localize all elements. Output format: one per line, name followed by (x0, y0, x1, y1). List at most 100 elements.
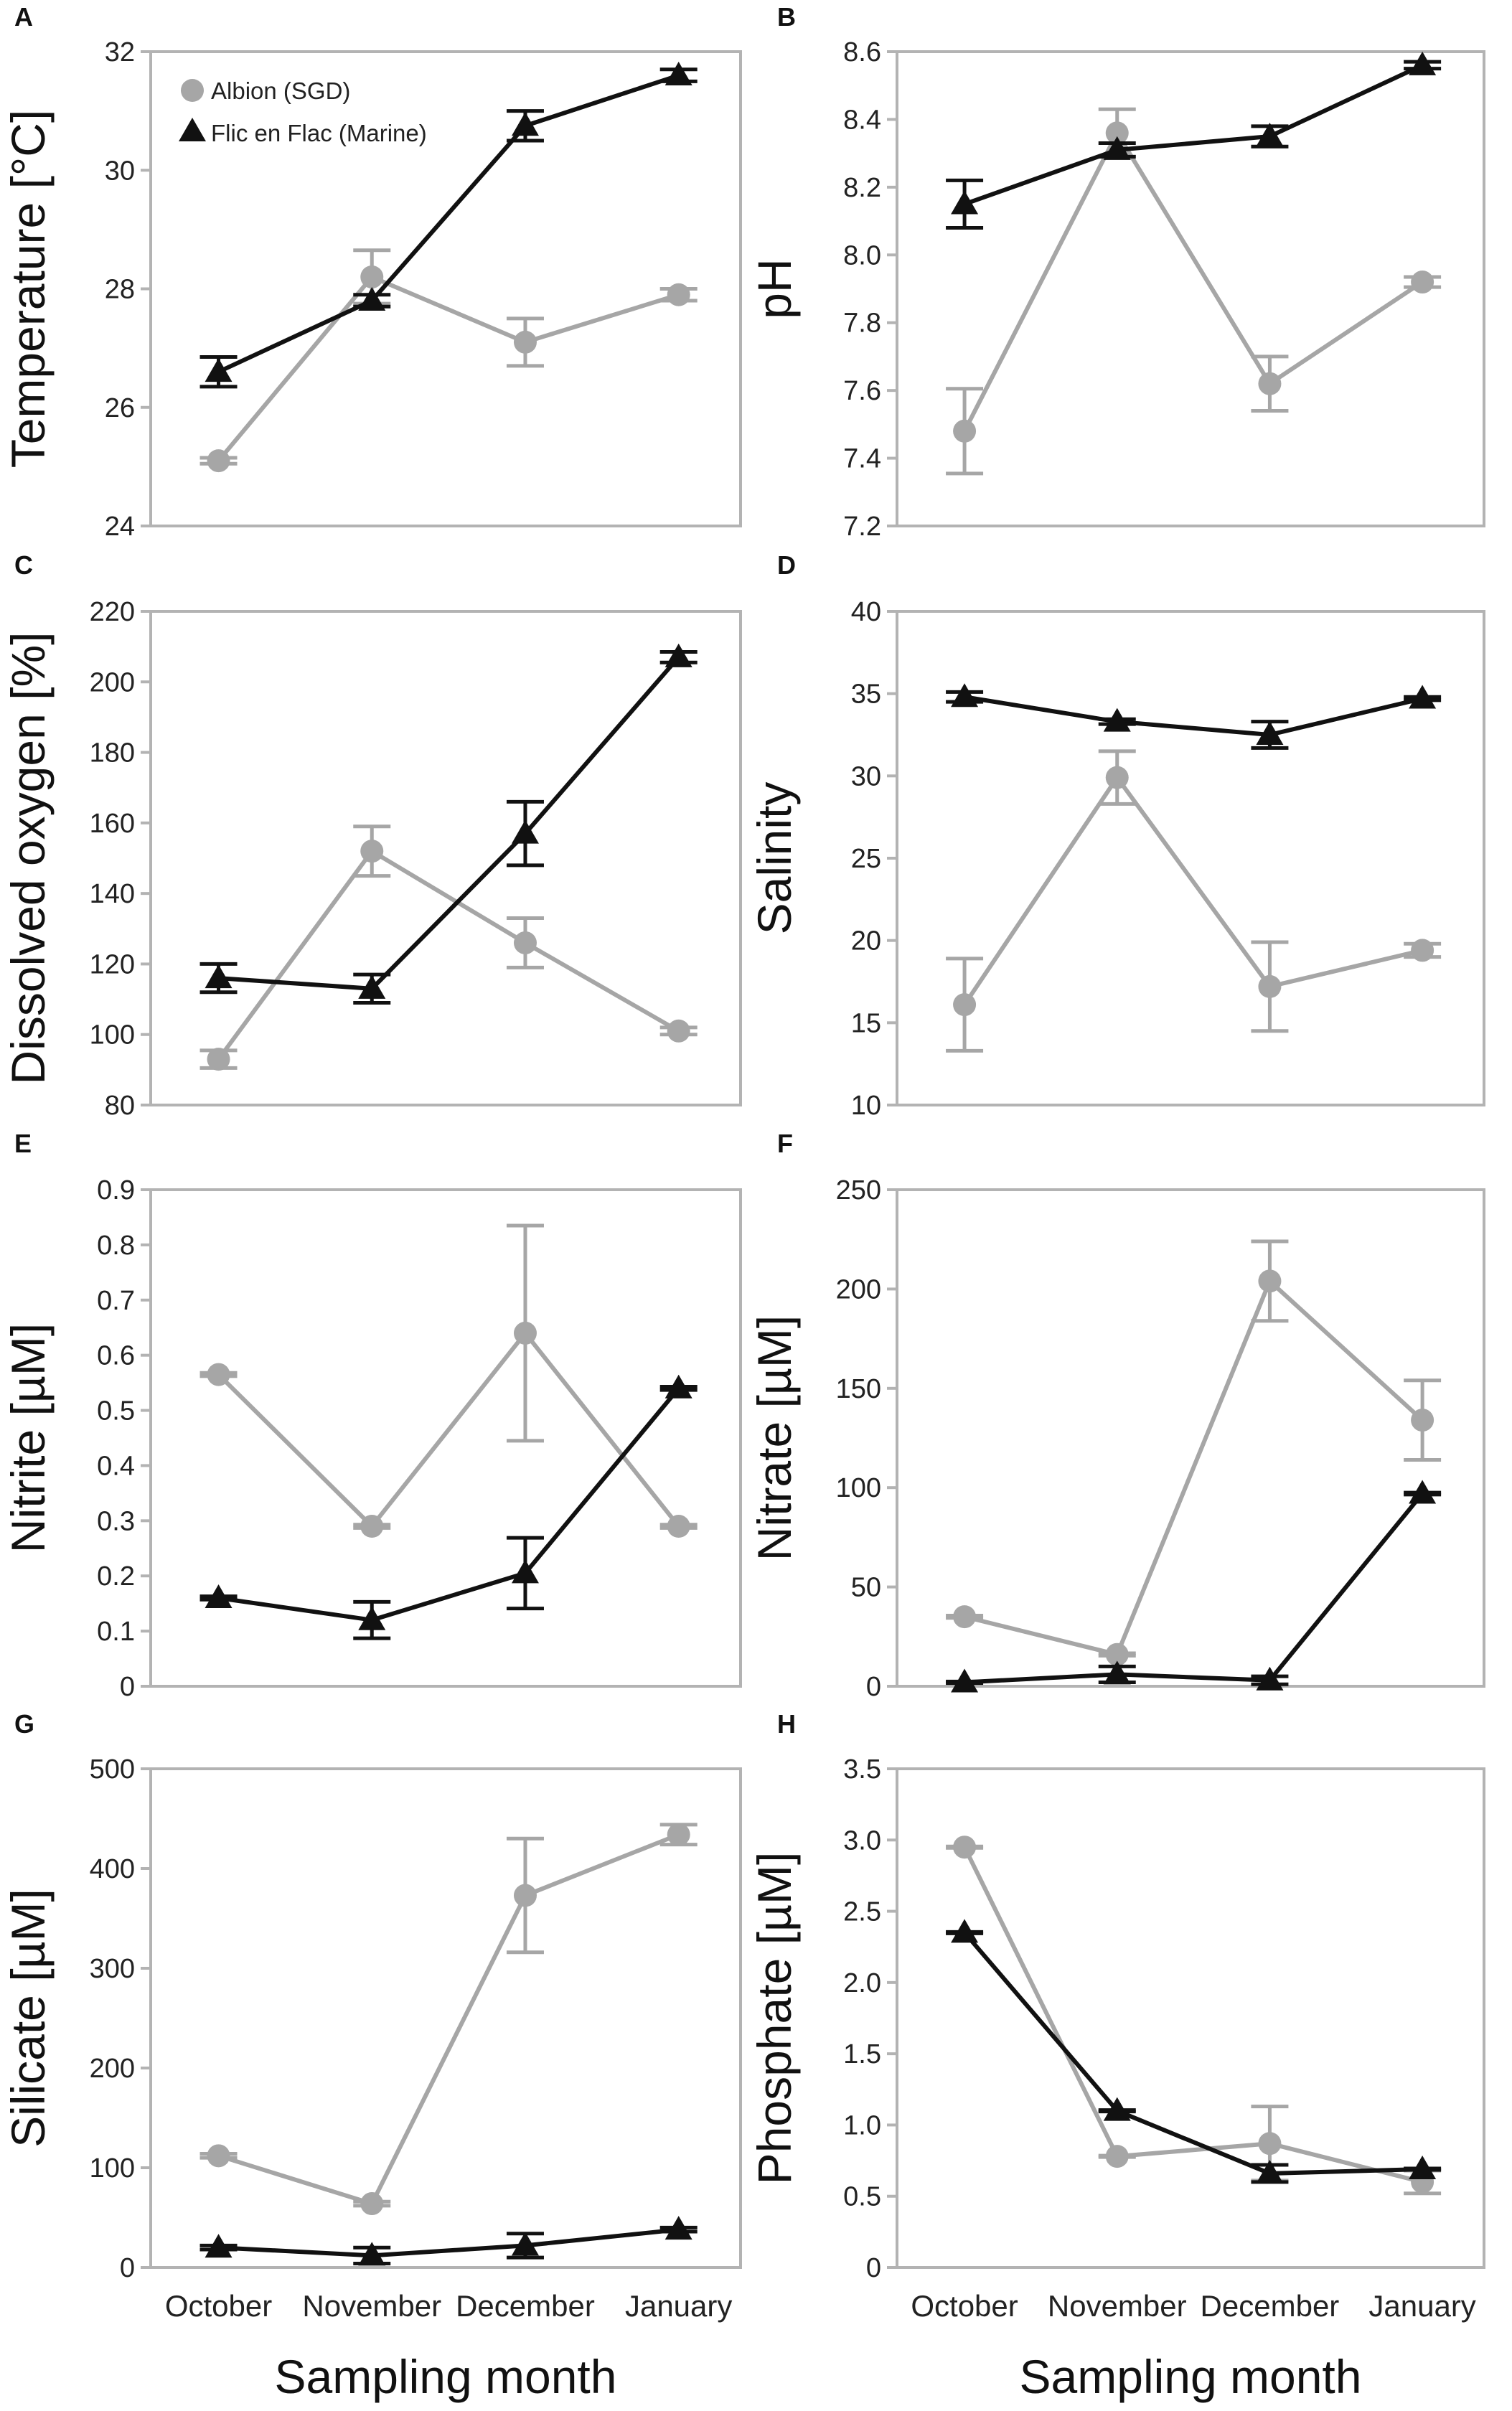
data-point-triangle (1103, 2097, 1131, 2121)
series-flic (199, 62, 698, 389)
series-flic (946, 51, 1442, 230)
data-point-circle (207, 2144, 230, 2168)
y-tick-label: 1.5 (843, 2039, 881, 2069)
y-tick-label: 0.5 (843, 2182, 881, 2212)
y-tick-label: 8.0 (843, 240, 881, 271)
x-tick-label: December (1201, 2289, 1340, 2323)
series-flic (946, 1919, 1442, 2184)
y-tick-label: 7.6 (843, 376, 881, 406)
data-point-circle (667, 1823, 690, 1846)
data-point-triangle (1256, 2159, 1284, 2184)
series-line (962, 1846, 1423, 2184)
data-point-circle (1258, 974, 1282, 998)
data-point-triangle (1409, 51, 1437, 75)
legend-marker-albion (181, 79, 204, 102)
data-point-circle (360, 840, 384, 863)
y-tick-label: 200 (90, 667, 135, 697)
y-tick-label: 3.0 (843, 1825, 881, 1856)
data-point-triangle (1103, 1660, 1131, 1685)
y-tick-label: 120 (90, 949, 135, 979)
y-tick-label: 200 (836, 1274, 881, 1305)
y-tick-label: 200 (90, 2054, 135, 2084)
data-point-triangle (665, 643, 692, 667)
legend: Albion (SGD) Flic en Flac (Marine) (179, 77, 427, 146)
data-point-triangle (1409, 685, 1437, 709)
data-point-triangle (1103, 136, 1131, 160)
series-line (962, 775, 1423, 1006)
y-axis-label: Salinity (748, 782, 801, 935)
y-tick-label: 0.3 (97, 1506, 135, 1536)
panel-letter: H (777, 1709, 796, 1739)
y-tick-label: 32 (105, 37, 135, 67)
y-axis-label: Dissolved oxygen [%] (1, 632, 55, 1085)
series-line (218, 2227, 680, 2258)
series-line (218, 655, 680, 991)
y-tick-label: 35 (851, 680, 881, 710)
data-point-triangle (358, 974, 386, 999)
series-flic (199, 1374, 698, 1640)
y-tick-label: 0.5 (97, 1396, 135, 1427)
y-tick-label: 30 (851, 761, 881, 791)
panel-h: H 0 0.5 1.0 1.5 2.0 2.5 3.0 3.5 Phosphate [µM] Oct… (748, 1709, 1485, 2403)
series-line (218, 1386, 680, 1622)
y-tick-label: 180 (90, 738, 135, 769)
y-tick-label: 150 (836, 1374, 881, 1404)
data-point-circle (1411, 1409, 1434, 1432)
data-point-circle (513, 330, 537, 354)
data-point-circle (953, 1836, 977, 1859)
legend-label-albion: Albion (SGD) (211, 77, 350, 104)
panel-letter: E (14, 1129, 32, 1158)
data-point-circle (360, 265, 384, 288)
data-point-circle (667, 1019, 690, 1043)
y-tick-label: 0 (120, 1672, 135, 1702)
series-line (217, 849, 680, 1061)
y-tick-label: 15 (851, 1008, 881, 1038)
data-point-triangle (358, 1606, 386, 1630)
series-line (217, 73, 680, 374)
y-tick-label: 50 (851, 1573, 881, 1603)
y-axis-label: pH (748, 258, 801, 319)
y-tick-label: 10 (851, 1091, 881, 1121)
data-point-circle (513, 1884, 537, 1907)
data-point-circle (1411, 939, 1434, 962)
y-axis-label: Nitrite [µM] (1, 1323, 55, 1553)
data-point-triangle (1103, 708, 1131, 732)
plot-frame (896, 1188, 1485, 1688)
y-tick-label: 300 (90, 1954, 135, 1984)
panel-c: C 80 100 120 140 160 180 200 220 Dissolved oxygen… (1, 550, 742, 1121)
y-tick-label: 30 (105, 156, 135, 186)
y-tick-label: 0.7 (97, 1286, 135, 1316)
data-point-circle (1105, 2145, 1129, 2168)
data-point-circle (1258, 372, 1282, 395)
data-point-triangle (205, 1584, 233, 1608)
data-point-triangle (1409, 2155, 1437, 2179)
panel-letter: C (14, 550, 33, 580)
y-tick-label: 7.8 (843, 309, 881, 339)
data-point-circle (953, 993, 977, 1017)
y-tick-label: 20 (851, 926, 881, 957)
plot-frame (149, 1188, 742, 1688)
y-tick-label: 8.2 (843, 173, 881, 203)
data-point-triangle (665, 62, 692, 86)
panel-e: E 0 0.1 0.2 0.3 0.4 0.5 0.6 0.7 0.8 0.9 Nitrite [µM… (1, 1129, 742, 1702)
y-tick-label: 26 (105, 393, 135, 423)
y-axis-label: Phosphate [µM] (748, 1852, 801, 2185)
data-point-circle (513, 1321, 537, 1345)
y-tick-label: 0 (866, 1672, 881, 1702)
x-tick-label: October (165, 2289, 272, 2323)
series-line (964, 695, 1423, 737)
series-albion (199, 1823, 698, 2216)
plot-frame (896, 50, 1485, 527)
y-tick-label: 0 (866, 2253, 881, 2283)
data-point-triangle (1256, 721, 1284, 745)
y-tick-label: 80 (105, 1091, 135, 1121)
y-tick-label: 8.4 (843, 105, 881, 135)
x-axis-label: Sampling month (275, 2350, 617, 2403)
y-tick-label: 0.2 (97, 1561, 135, 1592)
x-tick-label: November (1048, 2289, 1187, 2323)
panel-f: F 0 50 100 150 200 250 Nitrate [µM] (748, 1129, 1485, 1702)
series-line (962, 131, 1424, 433)
y-tick-label: 24 (105, 512, 135, 542)
y-tick-label: 500 (90, 1754, 135, 1785)
data-point-triangle (1256, 123, 1284, 147)
